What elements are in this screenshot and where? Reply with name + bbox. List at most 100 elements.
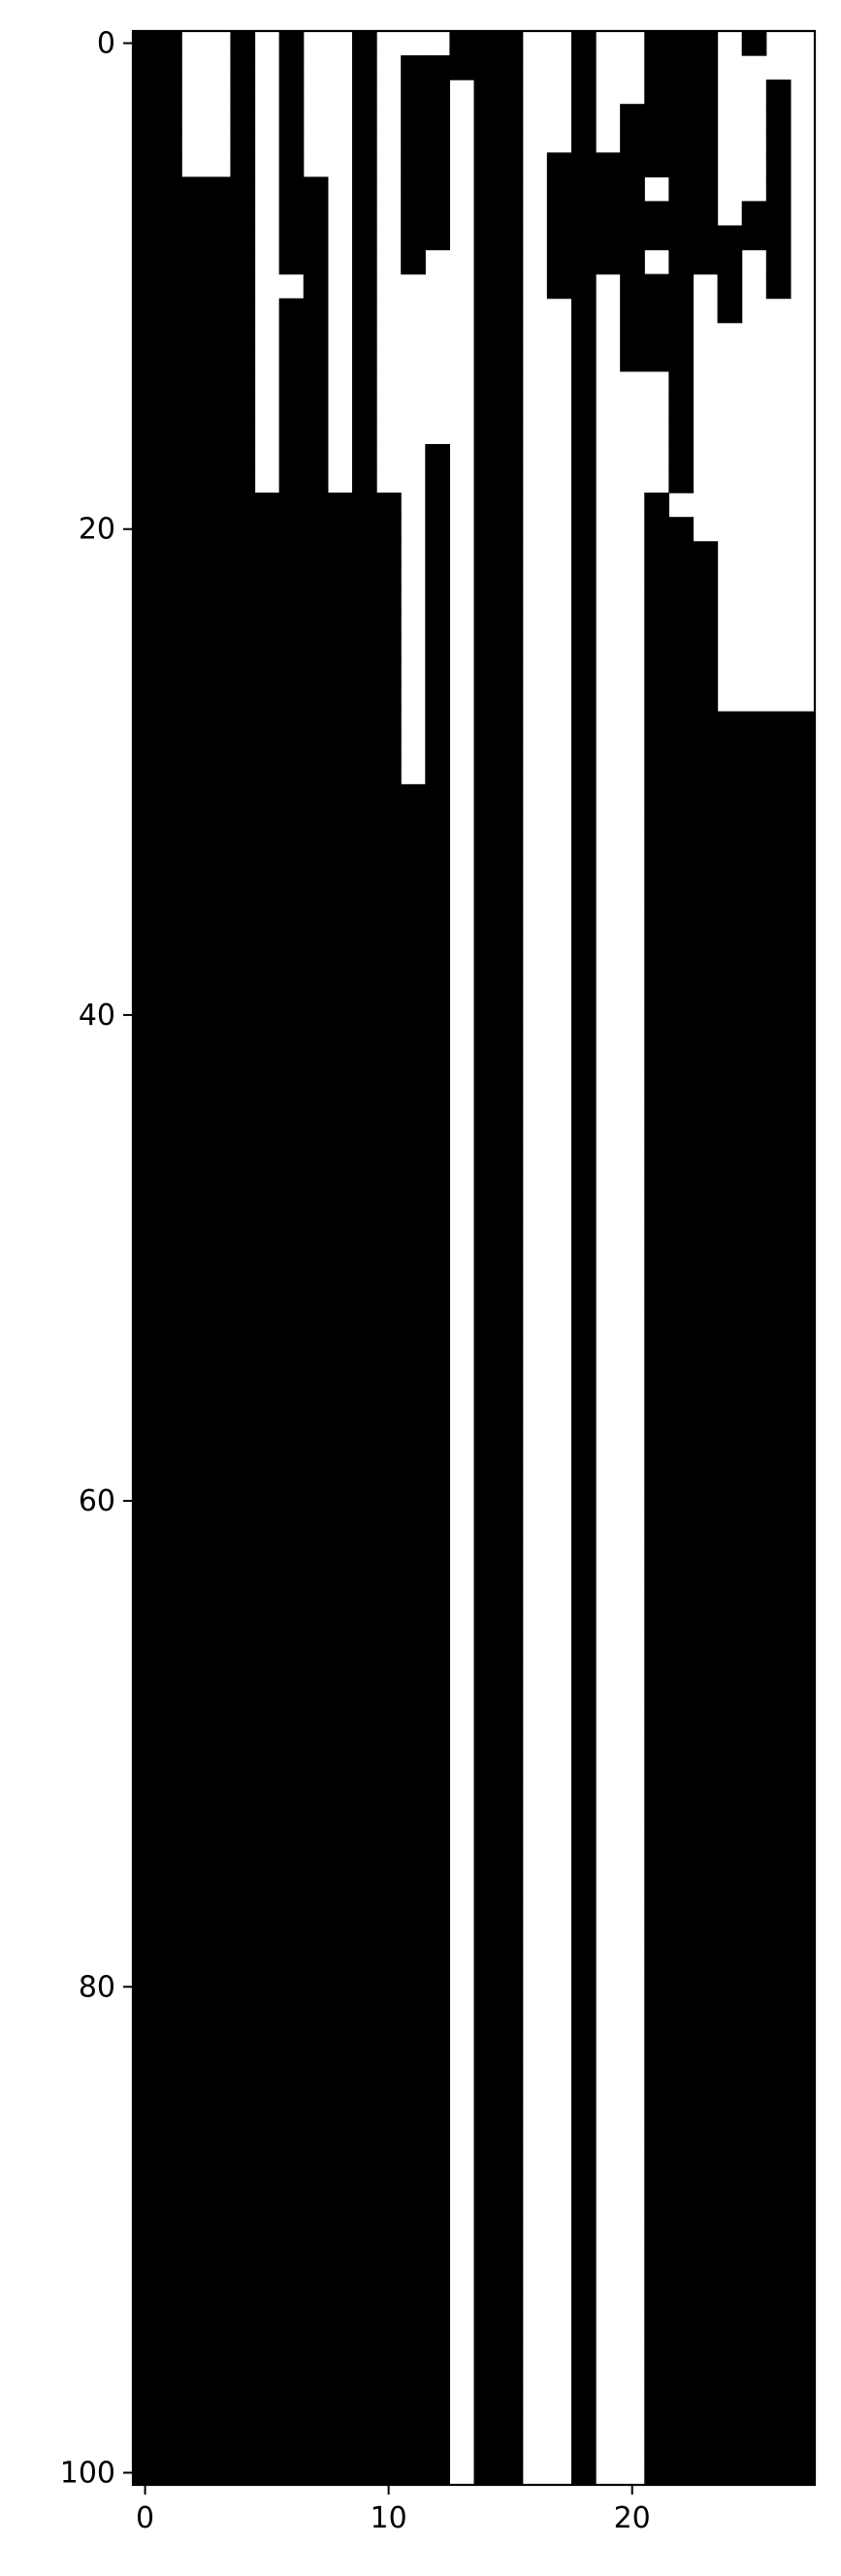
heatmap-cell <box>327 662 353 688</box>
heatmap-cell <box>425 1221 450 1247</box>
heatmap-cell <box>181 1075 207 1101</box>
heatmap-cell <box>181 1974 207 2000</box>
heatmap-cell <box>498 2022 524 2049</box>
heatmap-cell <box>425 201 450 227</box>
heatmap-cell <box>570 128 597 153</box>
heatmap-cell <box>303 1270 329 1295</box>
heatmap-cell <box>303 395 329 421</box>
heatmap-cell <box>668 2120 695 2146</box>
heatmap-cell <box>376 686 402 713</box>
heatmap-cell <box>668 1391 695 1416</box>
heatmap-cell <box>498 2096 524 2121</box>
heatmap-cell <box>351 2047 377 2073</box>
heatmap-cell <box>351 493 377 518</box>
heatmap-cell <box>741 759 767 785</box>
heatmap-cell <box>570 1148 597 1174</box>
heatmap-cell <box>644 1245 669 1271</box>
heatmap-cell <box>230 395 256 421</box>
heatmap-cell <box>473 1002 500 1029</box>
heatmap-cell <box>401 1075 426 1101</box>
heatmap-cell <box>717 1027 743 1053</box>
heatmap-cell <box>278 249 305 275</box>
heatmap-cell <box>765 1853 792 1879</box>
heatmap-cell <box>133 273 158 300</box>
heatmap-cell <box>230 55 256 80</box>
heatmap-cell <box>401 2363 426 2389</box>
heatmap-cell <box>206 2071 232 2097</box>
heatmap-cell <box>206 1634 232 1660</box>
heatmap-cell <box>303 346 329 372</box>
heatmap-cell <box>668 1585 695 1611</box>
heatmap-cell <box>230 1391 256 1416</box>
heatmap-cell <box>351 2290 377 2316</box>
heatmap-cell <box>693 1658 719 1684</box>
heatmap-cell <box>133 1658 158 1684</box>
heatmap-cell <box>498 176 524 203</box>
heatmap-cell <box>570 2266 597 2292</box>
heatmap-cell <box>425 1415 450 1442</box>
heatmap-cell <box>717 298 743 324</box>
heatmap-cell <box>133 832 158 858</box>
heatmap-cell <box>790 2120 816 2146</box>
heatmap-cell <box>254 2120 280 2146</box>
heatmap-cell <box>254 1853 280 1879</box>
heatmap-cell <box>765 1367 792 1392</box>
heatmap-cell <box>498 1998 524 2024</box>
heatmap-cell <box>230 517 256 542</box>
heatmap-cell <box>668 1319 695 1344</box>
heatmap-cell <box>133 444 158 469</box>
heatmap-cell <box>790 1804 816 1829</box>
heatmap-cell <box>327 638 353 664</box>
heatmap-cell <box>668 176 695 203</box>
heatmap-cell <box>765 2169 792 2194</box>
heatmap-cell <box>425 1829 450 1855</box>
heatmap-cell <box>206 2047 232 2073</box>
heatmap-cell <box>351 1537 377 1563</box>
heatmap-cell <box>570 1829 597 1855</box>
heatmap-cell <box>498 1901 524 1927</box>
heatmap-cell <box>303 517 329 542</box>
heatmap-cell <box>230 322 256 348</box>
heatmap-cell <box>425 225 450 251</box>
heatmap-cell <box>790 2217 816 2243</box>
heatmap-cell <box>303 711 329 737</box>
heatmap-cell <box>303 954 329 979</box>
heatmap-cell <box>181 1780 207 1805</box>
heatmap-cell <box>181 419 207 445</box>
heatmap-cell <box>596 152 621 177</box>
heatmap-cell <box>498 152 524 177</box>
heatmap-cell <box>254 2169 280 2194</box>
heatmap-cell <box>327 2338 353 2365</box>
heatmap-cell <box>376 954 402 979</box>
heatmap-cell <box>790 978 816 1003</box>
heatmap-cell <box>206 808 232 834</box>
heatmap-cell <box>133 2266 158 2292</box>
heatmap-cell <box>133 2314 158 2340</box>
heatmap-cell <box>693 225 719 251</box>
heatmap-cell <box>741 1756 767 1781</box>
heatmap-cell <box>351 201 377 227</box>
heatmap-cell <box>401 1245 426 1271</box>
heatmap-cell <box>254 783 280 810</box>
heatmap-cell <box>570 589 597 616</box>
heatmap-cell <box>327 1148 353 1174</box>
heatmap-cell <box>303 686 329 713</box>
heatmap-cell <box>741 1245 767 1271</box>
heatmap-cell <box>303 808 329 834</box>
heatmap-cell <box>157 1853 182 1879</box>
heatmap-cell <box>790 1391 816 1416</box>
heatmap-cell <box>741 1221 767 1247</box>
heatmap-cell <box>254 1537 280 1563</box>
heatmap-cell <box>765 249 792 275</box>
heatmap-cell <box>376 1391 402 1416</box>
heatmap-cell <box>425 1732 450 1757</box>
heatmap-cell <box>351 225 377 251</box>
heatmap-cell <box>644 1658 669 1684</box>
heatmap-cell <box>230 444 256 469</box>
x-axis-ticks: 0 10 20 <box>136 2485 651 2535</box>
heatmap-cell <box>570 857 597 882</box>
heatmap-cell <box>351 1221 377 1247</box>
heatmap-cell <box>327 1609 353 1636</box>
heatmap-cell <box>157 2435 182 2462</box>
heatmap-cell <box>230 1027 256 1053</box>
